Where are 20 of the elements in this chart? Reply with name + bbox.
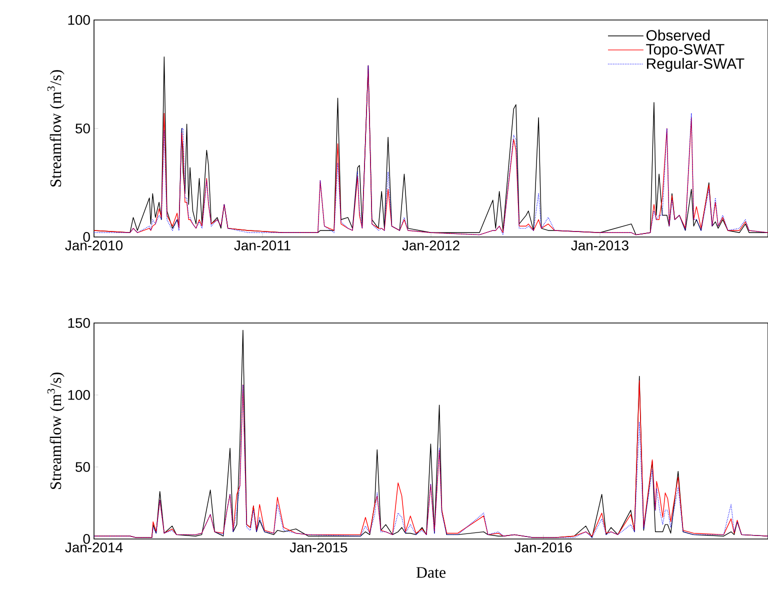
- x-tick-label: Jan-2016: [514, 542, 572, 552]
- x-tick-label: Jan-2010: [65, 240, 123, 250]
- y-tick-label: 0: [83, 232, 90, 242]
- y-tick-label: 50: [76, 462, 90, 472]
- y-tick-label: 50: [76, 124, 90, 134]
- x-tick-label: Jan-2014: [65, 542, 123, 552]
- legend-label: Observed: [646, 30, 710, 41]
- x-axis-title: Date: [416, 567, 446, 578]
- y-axis-title: Streamflow (m$^{3}$/s): [47, 70, 64, 186]
- x-tick-label: Jan-2013: [571, 240, 628, 250]
- x-tick-label: Jan-2012: [402, 240, 460, 250]
- y-tick-label: 150: [68, 318, 90, 328]
- x-tick-label: Jan-2015: [290, 542, 348, 552]
- x-tick-label: Jan-2011: [234, 240, 290, 250]
- y-tick-label: 100: [68, 390, 90, 400]
- legend-label: Regular-SWAT: [647, 58, 744, 72]
- legend-label: Topo-SWAT: [646, 44, 724, 58]
- y-axis-title: Streamflow (m$^{3}$/s): [47, 372, 64, 489]
- y-tick-label: 0: [83, 534, 90, 544]
- y-tick-label: 100: [68, 15, 90, 25]
